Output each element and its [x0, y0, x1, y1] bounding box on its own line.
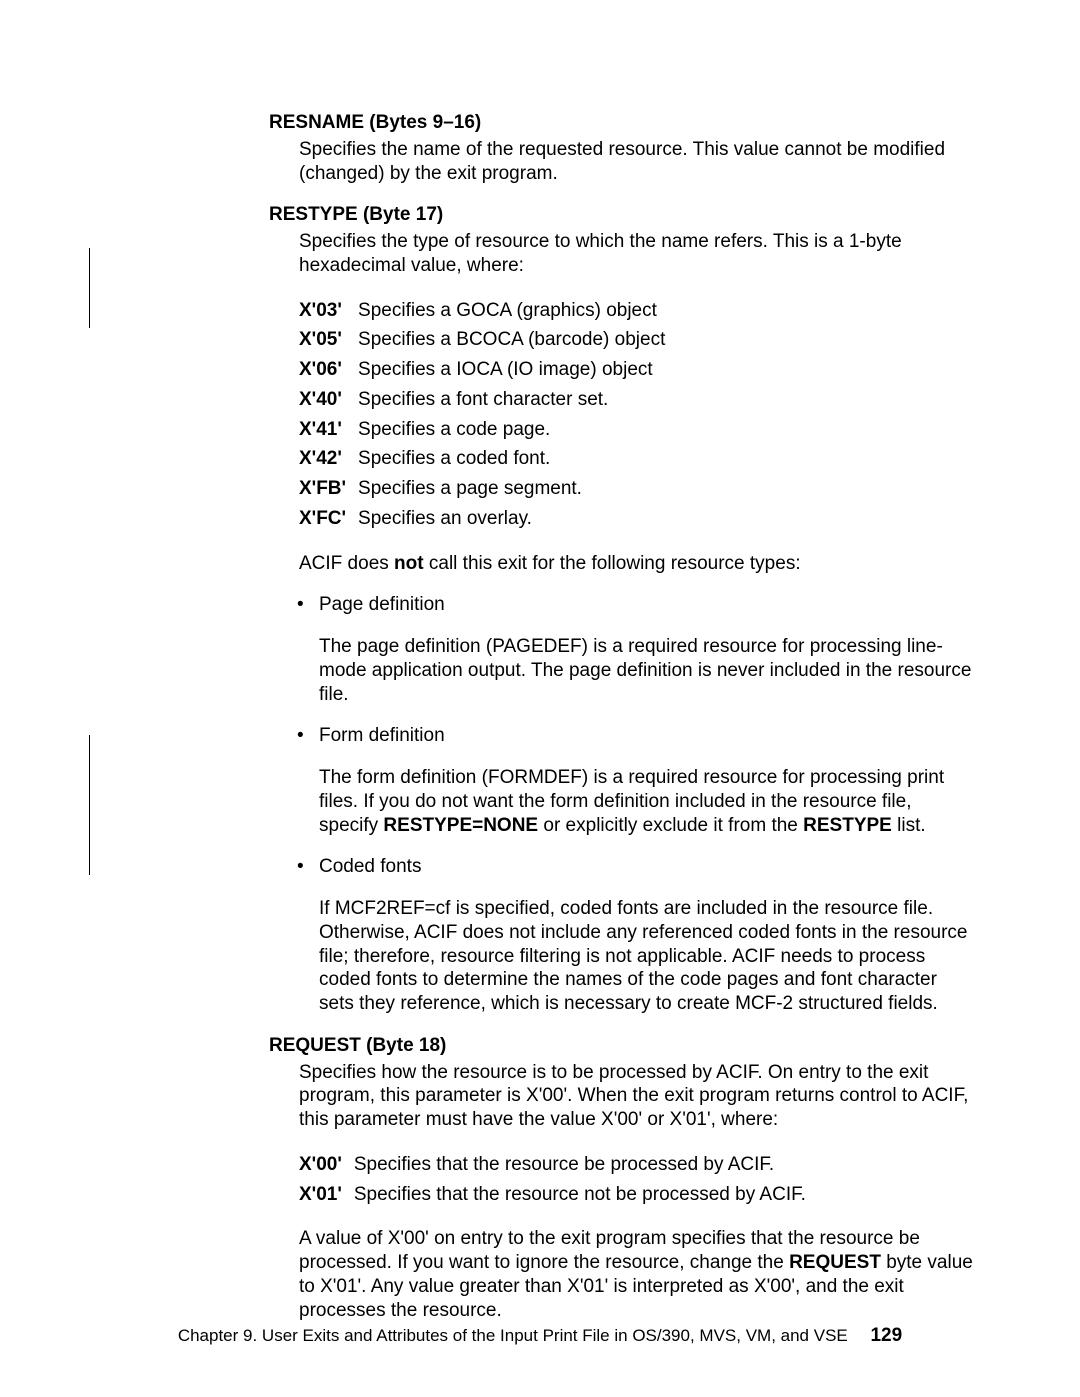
- hex-row: X'FB' Specifies a page segment.: [299, 474, 665, 504]
- footer-chapter: Chapter 9. User Exits and Attributes of …: [178, 1326, 848, 1345]
- heading-resname: RESNAME (Bytes 9–16): [269, 111, 974, 135]
- hex-key: X'42': [299, 444, 358, 474]
- hex-row: X'00' Specifies that the resource be pro…: [299, 1150, 806, 1180]
- document-page: RESNAME (Bytes 9–16) Specifies the name …: [0, 0, 1080, 1397]
- heading-restype: RESTYPE (Byte 17): [269, 203, 974, 227]
- hex-row: X'03' Specifies a GOCA (graphics) object: [299, 296, 665, 326]
- revision-bar: [89, 248, 93, 328]
- restype-after: ACIF does not call this exit for the fol…: [299, 552, 974, 576]
- body-resname: Specifies the name of the requested reso…: [299, 138, 974, 186]
- restype-hex-table: X'03' Specifies a GOCA (graphics) object…: [299, 296, 665, 534]
- hex-val: Specifies a coded font.: [358, 444, 665, 474]
- hex-row: X'06' Specifies a IOCA (IO image) object: [299, 355, 665, 385]
- hex-val: Specifies a BCOCA (barcode) object: [358, 325, 665, 355]
- hex-row: X'FC' Specifies an overlay.: [299, 504, 665, 534]
- hex-key: X'05': [299, 325, 358, 355]
- hex-val: Specifies a page segment.: [358, 474, 665, 504]
- hex-key: X'01': [299, 1180, 354, 1210]
- hex-row: X'42' Specifies a coded font.: [299, 444, 665, 474]
- hex-key: X'06': [299, 355, 358, 385]
- hex-row: X'40' Specifies a font character set.: [299, 385, 665, 415]
- hex-key: X'03': [299, 296, 358, 326]
- hex-key: X'FC': [299, 504, 358, 534]
- hex-val: Specifies a GOCA (graphics) object: [358, 296, 665, 326]
- request-hex-table: X'00' Specifies that the resource be pro…: [299, 1150, 806, 1210]
- hex-key: X'41': [299, 415, 358, 445]
- hex-val: Specifies a code page.: [358, 415, 665, 445]
- hex-val: Specifies a font character set.: [358, 385, 665, 415]
- hex-val: Specifies that the resource be processed…: [354, 1150, 806, 1180]
- revision-bar: [89, 735, 93, 875]
- text: call this exit for the following resourc…: [424, 553, 801, 574]
- bullet-label: Form definition: [319, 724, 974, 748]
- intro-request: Specifies how the resource is to be proc…: [299, 1061, 974, 1132]
- hex-val: Specifies that the resource not be proce…: [354, 1180, 806, 1210]
- hex-row: X'05' Specifies a BCOCA (barcode) object: [299, 325, 665, 355]
- hex-val: Specifies a IOCA (IO image) object: [358, 355, 665, 385]
- bullet-item: Form definition The form definition (FOR…: [297, 724, 974, 837]
- bullet-label: Page definition: [319, 593, 974, 617]
- content-column: RESNAME (Bytes 9–16) Specifies the name …: [269, 111, 974, 1322]
- heading-request: REQUEST (Byte 18): [269, 1034, 974, 1058]
- hex-row: X'41' Specifies a code page.: [299, 415, 665, 445]
- bullet-body: If MCF2REF=cf is specified, coded fonts …: [319, 897, 974, 1016]
- request-tail: A value of X'00' on entry to the exit pr…: [299, 1227, 974, 1322]
- footer-page-number: 129: [870, 1325, 902, 1346]
- restype-bullets: Page definition The page definition (PAG…: [297, 593, 974, 1016]
- text: ACIF does: [299, 553, 394, 574]
- bullet-item: Page definition The page definition (PAG…: [297, 593, 974, 706]
- bullet-label: Coded fonts: [319, 855, 974, 879]
- page-footer: Chapter 9. User Exits and Attributes of …: [0, 1325, 1080, 1347]
- bold-not: not: [394, 553, 424, 574]
- bullet-item: Coded fonts If MCF2REF=cf is specified, …: [297, 855, 974, 1016]
- intro-restype: Specifies the type of resource to which …: [299, 230, 974, 278]
- bullet-body: The form definition (FORMDEF) is a requi…: [319, 766, 974, 837]
- hex-key: X'FB': [299, 474, 358, 504]
- bullet-body: The page definition (PAGEDEF) is a requi…: [319, 635, 974, 706]
- hex-key: X'40': [299, 385, 358, 415]
- hex-row: X'01' Specifies that the resource not be…: [299, 1180, 806, 1210]
- hex-key: X'00': [299, 1150, 354, 1180]
- hex-val: Specifies an overlay.: [358, 504, 665, 534]
